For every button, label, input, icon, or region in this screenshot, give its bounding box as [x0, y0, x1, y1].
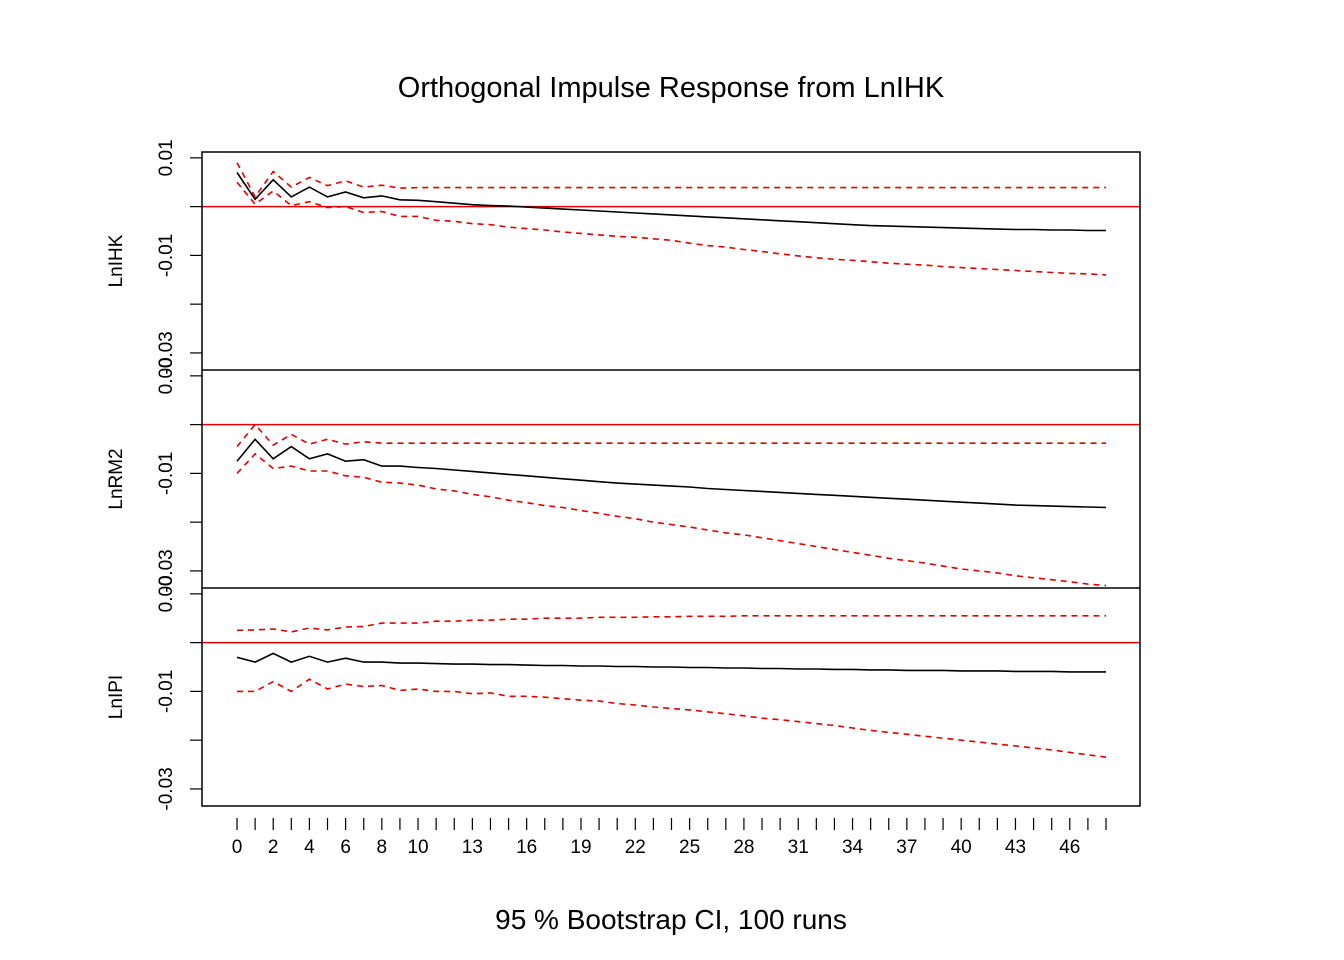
- y-tick-label: 0.00: [156, 357, 177, 394]
- ci-upper-line: [237, 425, 1106, 447]
- x-tick-label: 25: [679, 837, 700, 858]
- y-tick-label: -0.01: [156, 234, 177, 277]
- y-tick-label: 0.01: [156, 139, 177, 176]
- y-tick-label: -0.01: [156, 670, 177, 713]
- ci-upper-line: [237, 616, 1106, 632]
- x-tick-label: 22: [625, 837, 646, 858]
- x-tick-label: 40: [951, 837, 972, 858]
- panel-lnipi: 0.00 -0.01 -0.03 LnIPI: [106, 575, 1140, 810]
- response-line: [237, 653, 1106, 672]
- x-tick-label: 37: [896, 837, 917, 858]
- x-tick-label: 2: [268, 837, 279, 858]
- x-tick-label: 10: [407, 837, 428, 858]
- y-tick-label: -0.01: [156, 452, 177, 495]
- x-tick-label: 6: [340, 837, 351, 858]
- x-tick-label: 31: [788, 837, 809, 858]
- ci-lower-line: [237, 679, 1106, 757]
- x-tick-label: 19: [570, 837, 591, 858]
- y-tick-label: -0.03: [156, 767, 177, 810]
- x-tick-label: 34: [842, 837, 864, 858]
- x-tick-label: 28: [733, 837, 754, 858]
- panel-label: LnIHK: [106, 234, 127, 287]
- panel-label: LnRM2: [106, 448, 127, 509]
- plot-frame: [202, 152, 1140, 806]
- ci-lower-line: [237, 454, 1106, 586]
- chart-title: Orthogonal Impulse Response from LnIHK: [398, 72, 945, 104]
- x-tick-label: 46: [1059, 837, 1080, 858]
- x-tick-label: 13: [462, 837, 483, 858]
- x-axis: 0 2 4 6 8 10 13 16 19 22 25 28 31 34 37 40 43 46: [232, 818, 1106, 858]
- response-line: [237, 173, 1106, 231]
- y-tick-label: 0.00: [156, 575, 177, 612]
- ci-upper-line: [237, 163, 1106, 197]
- panel-label: LnIPI: [106, 675, 127, 719]
- x-tick-label: 16: [516, 837, 537, 858]
- x-tick-label: 8: [377, 837, 388, 858]
- impulse-response-figure: Orthogonal Impulse Response from LnIHK 9…: [0, 0, 1344, 960]
- panels: 0.01-0.01-0.03LnIHK0.00-0.01-0.03LnRM20.…: [106, 139, 1140, 810]
- x-tick-label: 0: [232, 837, 243, 858]
- x-tick-label: 4: [304, 837, 315, 858]
- x-tick-label: 43: [1005, 837, 1026, 858]
- x-axis-caption: 95 % Bootstrap CI, 100 runs: [495, 904, 847, 935]
- response-line: [237, 439, 1106, 507]
